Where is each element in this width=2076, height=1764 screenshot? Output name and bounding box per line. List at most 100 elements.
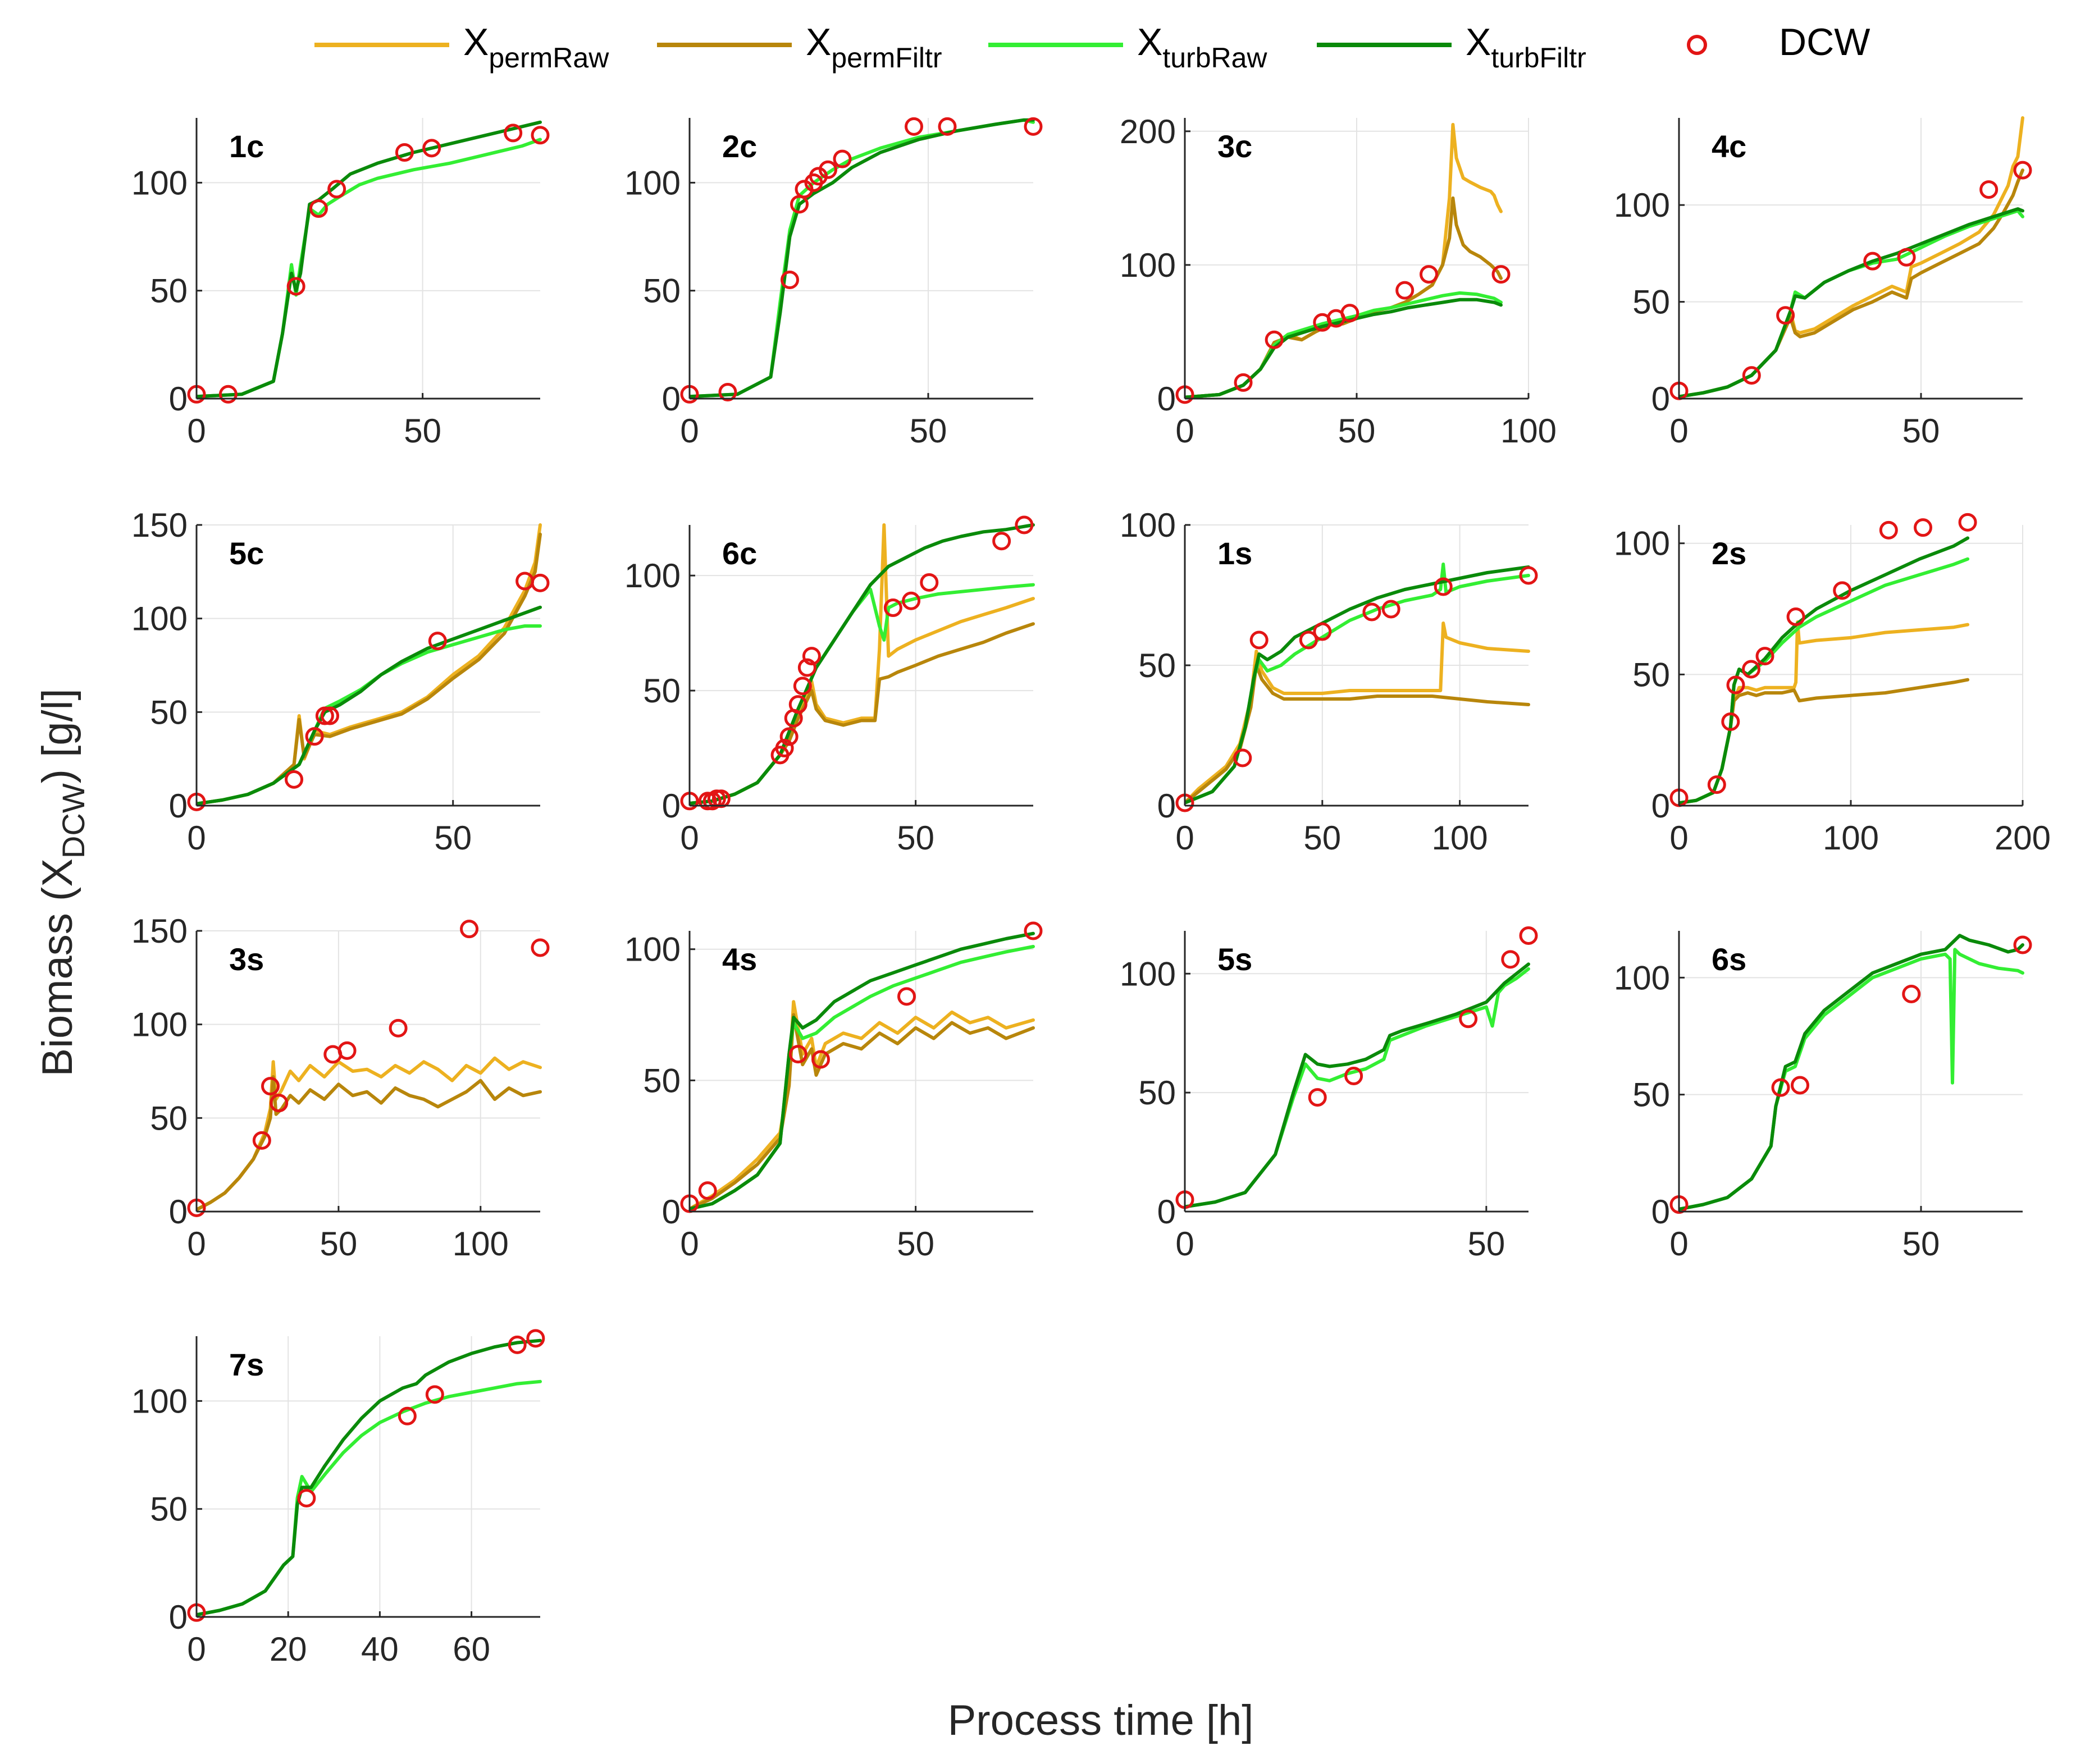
panel-3s-series bbox=[197, 1056, 542, 1212]
panel-4c-grid bbox=[1679, 118, 2023, 399]
x-tick-label: 0 bbox=[187, 1225, 206, 1263]
series-line-XturbFiltr bbox=[690, 118, 1035, 399]
panel-5s-grid bbox=[1185, 931, 1529, 1212]
dcw-marker bbox=[526, 1329, 545, 1348]
panel-6c-series bbox=[690, 523, 1035, 805]
dcw-marker bbox=[309, 199, 328, 218]
x-tick-label: 0 bbox=[1669, 819, 1688, 857]
series-line-XturbFiltr bbox=[197, 1338, 542, 1617]
dcw-marker bbox=[811, 1050, 831, 1069]
x-tick-label: 0 bbox=[187, 819, 206, 857]
dcw-marker bbox=[1519, 926, 1538, 945]
dcw-marker bbox=[1897, 248, 1916, 267]
legend-label-main: X bbox=[806, 21, 831, 63]
panel-7s-series bbox=[197, 1338, 542, 1617]
series-line-XpermFiltr bbox=[197, 1075, 542, 1212]
dcw-marker bbox=[1863, 252, 1882, 271]
panel-6c-dcw-markers bbox=[680, 515, 1034, 811]
x-tick-label: 50 bbox=[910, 412, 947, 450]
panel-2c-series bbox=[690, 118, 1035, 399]
panel-4s-dcw-markers bbox=[680, 921, 1043, 1213]
dcw-marker bbox=[1776, 306, 1795, 325]
series-line-XpermRaw bbox=[690, 1000, 1035, 1211]
dcw-marker bbox=[779, 727, 799, 746]
dcw-marker bbox=[285, 770, 304, 789]
panel-7s-axes: 0 20 40 60 0 50 100 bbox=[131, 1336, 540, 1668]
series-line-XturbFiltr bbox=[1185, 565, 1530, 805]
dcw-marker bbox=[905, 117, 923, 136]
dcw-marker bbox=[1362, 602, 1381, 621]
dcw-marker bbox=[297, 1488, 316, 1507]
y-tick-label: 50 bbox=[1632, 1076, 1670, 1114]
panel-label: 6c bbox=[722, 536, 757, 571]
series-line-XturbFiltr bbox=[1679, 934, 2024, 1211]
panel-7s-grid bbox=[197, 1336, 540, 1617]
panel-4s-series bbox=[690, 931, 1035, 1211]
panel-1s-axes: 0 50 100 0 50 100 bbox=[1120, 506, 1529, 857]
panel-2s-axes: 0 100 200 0 50 100 bbox=[1614, 525, 2051, 857]
panel-label: 2s bbox=[1712, 536, 1746, 571]
y-tick-label: 50 bbox=[643, 672, 681, 710]
dcw-marker bbox=[1313, 622, 1332, 641]
panel-label: 3s bbox=[229, 942, 264, 977]
panel-label: 6s bbox=[1712, 942, 1746, 977]
series-line-XturbFiltr bbox=[1185, 962, 1530, 1209]
dcw-marker bbox=[1459, 1009, 1478, 1029]
x-tick-label: 100 bbox=[1500, 412, 1557, 450]
panel-2s: 0 100 200 0 50 100 2s bbox=[1614, 513, 2051, 857]
y-tick-label: 0 bbox=[662, 380, 681, 418]
dcw-marker bbox=[531, 573, 550, 592]
legend-label-sub: turbRaw bbox=[1162, 42, 1267, 74]
panel-label: 4c bbox=[1712, 129, 1746, 164]
y-tick-label: 0 bbox=[169, 380, 188, 418]
panel-label: 2c bbox=[722, 129, 757, 164]
dcw-marker bbox=[1420, 265, 1439, 284]
dcw-marker bbox=[1786, 607, 1805, 627]
dcw-marker bbox=[711, 789, 731, 808]
panel-5s: 0 50 0 50 100 5s bbox=[1120, 926, 1538, 1263]
dcw-marker bbox=[1265, 330, 1284, 349]
series-line-XpermRaw bbox=[1185, 621, 1530, 805]
y-tick-label: 100 bbox=[131, 1006, 188, 1044]
y-tick-label: 50 bbox=[1138, 647, 1176, 684]
dcw-marker bbox=[422, 139, 441, 158]
x-tick-label: 60 bbox=[453, 1630, 490, 1668]
y-tick-label: 0 bbox=[1157, 787, 1176, 825]
panel-6c: 0 50 0 50 100 6c bbox=[624, 515, 1035, 857]
x-tick-label: 40 bbox=[361, 1630, 399, 1668]
dcw-marker bbox=[883, 598, 902, 618]
dcw-marker bbox=[425, 1385, 444, 1404]
dcw-marker bbox=[718, 382, 737, 401]
dcw-marker bbox=[1249, 630, 1269, 650]
dcw-marker bbox=[897, 987, 916, 1006]
panel-5c: 0 50 0 50 100 150 5c bbox=[131, 506, 550, 857]
legend-label-dcw: DCW bbox=[1779, 21, 1870, 63]
dcw-marker bbox=[320, 706, 339, 725]
x-tick-label: 0 bbox=[1175, 1225, 1194, 1263]
dcw-marker bbox=[1755, 647, 1774, 666]
legend-item-dcw: DCW bbox=[1687, 21, 1870, 63]
y-tick-label: 0 bbox=[1651, 1193, 1670, 1231]
x-tick-label: 50 bbox=[1338, 412, 1376, 450]
y-tick-label: 50 bbox=[643, 1062, 681, 1099]
dcw-marker bbox=[1742, 366, 1761, 385]
y-tick-label: 0 bbox=[1157, 380, 1176, 418]
dcw-marker bbox=[992, 532, 1011, 551]
y-tick-label: 50 bbox=[150, 693, 188, 731]
dcw-marker bbox=[775, 739, 794, 758]
y-axis-title: Biomass (XDCW) [g/l] bbox=[34, 688, 91, 1076]
panel-6s-grid bbox=[1679, 931, 2023, 1212]
legend-label-main: X bbox=[463, 21, 489, 63]
panel-label: 3c bbox=[1217, 129, 1252, 164]
dcw-marker bbox=[1234, 373, 1253, 392]
dcw-marker bbox=[1742, 660, 1761, 679]
series-line-XturbFiltr bbox=[690, 931, 1035, 1211]
panel-4c-series bbox=[1679, 116, 2024, 399]
x-tick-label: 0 bbox=[1175, 412, 1194, 450]
x-tick-label: 100 bbox=[1823, 819, 1879, 857]
dcw-marker bbox=[819, 160, 837, 179]
dcw-marker bbox=[460, 920, 479, 939]
y-tick-label: 0 bbox=[169, 1193, 188, 1231]
panel-1c-dcw-markers bbox=[187, 124, 550, 404]
y-tick-label: 100 bbox=[1120, 955, 1176, 993]
